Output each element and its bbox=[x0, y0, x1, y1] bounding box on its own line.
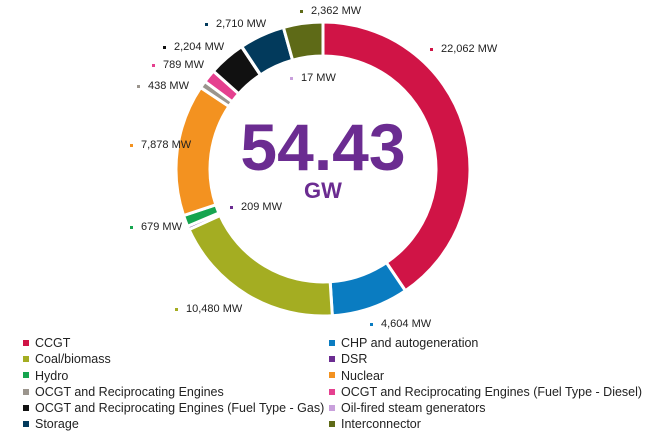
legend-label: Oil-fired steam generators bbox=[341, 401, 486, 416]
label-text: 438 MW bbox=[148, 80, 189, 92]
total-unit: GW bbox=[304, 178, 342, 203]
legend-item: Oil-fired steam generators bbox=[329, 400, 649, 416]
data-label: 22,062 MW bbox=[430, 43, 497, 55]
legend-item: Storage bbox=[23, 416, 329, 432]
label-marker bbox=[137, 84, 140, 88]
legend-swatch bbox=[23, 339, 29, 346]
legend-label: CCGT bbox=[35, 336, 71, 350]
total-value: 54.43 bbox=[240, 110, 406, 184]
legend-label: OCGT and Reciprocating Engines (Fuel Typ… bbox=[35, 401, 325, 416]
label-marker bbox=[130, 143, 133, 147]
legend-item: Interconnector bbox=[329, 416, 649, 432]
label-text: 209 MW bbox=[241, 201, 282, 213]
legend-swatch bbox=[23, 356, 29, 362]
legend-swatch bbox=[23, 421, 29, 428]
legend-swatch bbox=[23, 372, 29, 379]
legend-swatch bbox=[329, 372, 335, 379]
label-marker bbox=[163, 45, 166, 49]
label-marker bbox=[430, 47, 433, 51]
data-label: 2,204 MW bbox=[163, 41, 224, 53]
label-text: 17 MW bbox=[301, 72, 336, 84]
label-text: 2,710 MW bbox=[216, 18, 267, 30]
label-marker bbox=[300, 9, 303, 13]
legend-swatch bbox=[329, 388, 335, 395]
data-label: 2,710 MW bbox=[205, 18, 266, 30]
legend-label: Coal/biomass bbox=[35, 352, 111, 367]
label-marker bbox=[175, 307, 178, 311]
legend-item: CHP and autogeneration bbox=[329, 335, 649, 351]
slice-0 bbox=[321, 20, 472, 293]
label-text: 2,204 MW bbox=[174, 41, 225, 53]
data-label: 679 MW bbox=[130, 221, 182, 233]
data-label: 17 MW bbox=[290, 72, 336, 84]
label-text: 2,362 MW bbox=[311, 5, 362, 17]
label-marker bbox=[230, 205, 233, 209]
legend-swatch bbox=[329, 404, 335, 411]
data-label: 209 MW bbox=[230, 201, 282, 213]
slice-5 bbox=[174, 85, 232, 218]
legend-swatch bbox=[23, 404, 29, 411]
legend-item: Coal/biomass bbox=[23, 351, 329, 367]
data-label: 2,362 MW bbox=[300, 5, 361, 17]
data-label: 789 MW bbox=[152, 59, 204, 71]
label-text: 7,878 MW bbox=[141, 139, 192, 151]
label-text: 22,062 MW bbox=[441, 43, 498, 55]
label-text: 679 MW bbox=[141, 221, 182, 233]
legend-swatch bbox=[23, 388, 29, 395]
label-text: 4,604 MW bbox=[381, 318, 432, 330]
label-marker bbox=[130, 225, 133, 229]
label-marker bbox=[205, 22, 208, 26]
legend-label: CHP and autogeneration bbox=[341, 336, 479, 350]
legend-swatch bbox=[329, 339, 335, 346]
legend-item: DSR bbox=[329, 351, 649, 367]
label-marker bbox=[152, 63, 155, 67]
data-label: 438 MW bbox=[137, 80, 189, 92]
legend-label: Interconnector bbox=[341, 417, 421, 432]
legend-label: OCGT and Reciprocating Engines (Fuel Typ… bbox=[341, 384, 643, 399]
legend-item: OCGT and Reciprocating Engines (Fuel Typ… bbox=[23, 400, 329, 416]
data-label: 10,480 MW bbox=[175, 303, 242, 315]
data-label: 7,878 MW bbox=[130, 139, 191, 151]
legend-swatch bbox=[329, 356, 335, 362]
legend-item: OCGT and Reciprocating Engines (Fuel Typ… bbox=[329, 384, 649, 400]
legend-swatch bbox=[329, 421, 335, 428]
legend-item: Nuclear bbox=[329, 368, 649, 384]
legend-label: DSR bbox=[341, 352, 368, 367]
slice-11 bbox=[281, 20, 325, 63]
legend-label: Hydro bbox=[35, 368, 69, 383]
legend-label: Nuclear bbox=[341, 368, 385, 383]
legend-item: OCGT and Reciprocating Engines bbox=[23, 384, 329, 400]
label-text: 10,480 MW bbox=[186, 303, 243, 315]
label-text: 789 MW bbox=[163, 59, 204, 71]
legend-item: CCGT bbox=[23, 335, 329, 351]
legend-label: Storage bbox=[35, 417, 79, 432]
legend-label: OCGT and Reciprocating Engines bbox=[35, 384, 224, 399]
data-label: 4,604 MW bbox=[370, 318, 431, 330]
legend-item: Hydro bbox=[23, 368, 329, 384]
label-marker bbox=[290, 76, 293, 80]
legend: CCGT CHP and autogeneration Coal/biomass DS… bbox=[23, 335, 650, 433]
label-marker bbox=[370, 322, 373, 326]
slice-2 bbox=[187, 213, 334, 318]
